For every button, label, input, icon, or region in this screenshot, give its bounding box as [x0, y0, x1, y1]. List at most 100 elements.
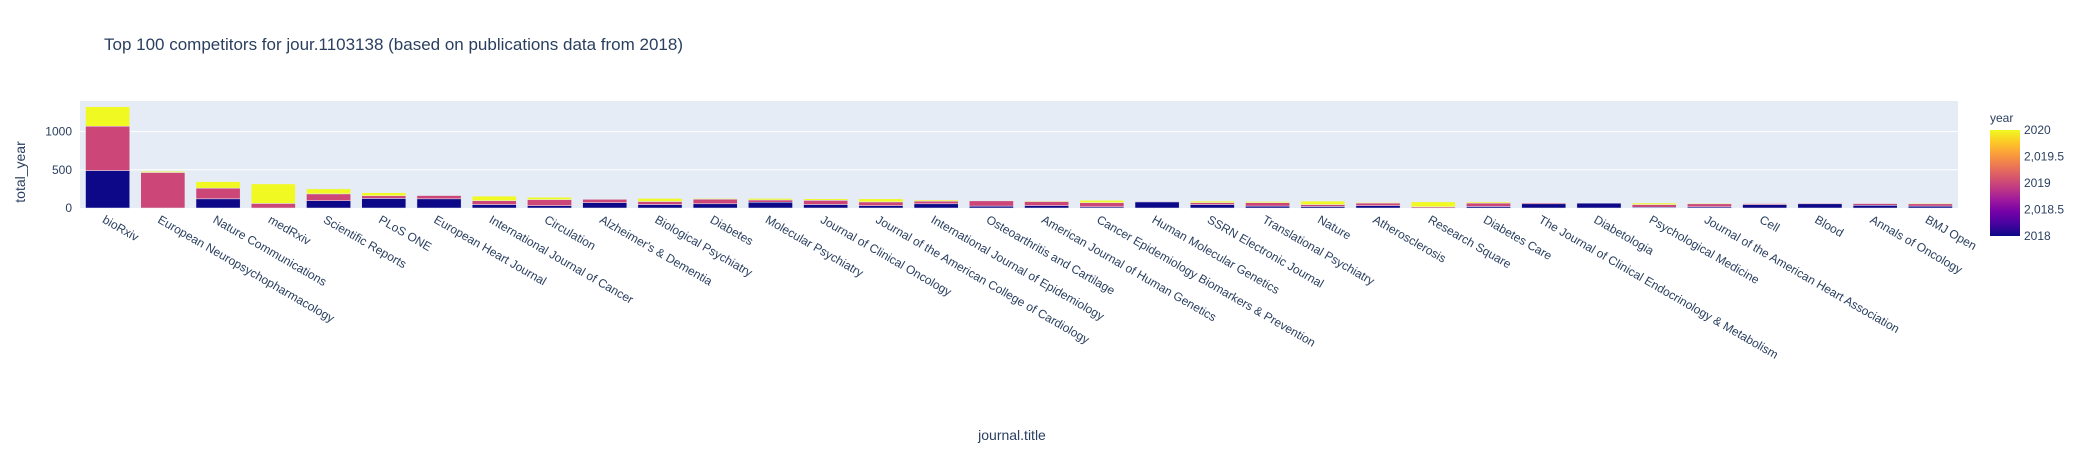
bar-segment[interactable] — [1466, 202, 1511, 207]
bar-segment[interactable] — [1079, 202, 1125, 208]
x-tick-label: Nature — [1315, 212, 1353, 242]
bar-segment[interactable] — [1852, 202, 1898, 204]
bar-segment[interactable] — [1189, 200, 1235, 203]
x-tick-label: medRxiv — [266, 212, 313, 247]
bar-segment[interactable] — [1410, 201, 1456, 208]
bar-segment[interactable] — [306, 193, 351, 201]
bar-segment[interactable] — [361, 192, 407, 197]
bar-segment[interactable] — [582, 198, 628, 200]
bar-segment[interactable] — [637, 198, 683, 202]
bar-segment[interactable] — [1466, 201, 1511, 204]
bar-segment[interactable] — [1908, 205, 1953, 209]
bar-segment[interactable] — [1024, 201, 1069, 206]
bar-segment[interactable] — [1852, 205, 1898, 209]
x-tick-label: bioRxiv — [100, 212, 141, 244]
bar-segment[interactable] — [692, 203, 738, 209]
bar-segment[interactable] — [748, 199, 793, 203]
bar-segment[interactable] — [527, 197, 572, 200]
bar-segment[interactable] — [692, 198, 738, 200]
bar-segment[interactable] — [1576, 202, 1622, 209]
bar-segment[interactable] — [637, 204, 683, 209]
bar-segment[interactable] — [1300, 200, 1346, 205]
bar-segment[interactable] — [361, 198, 407, 209]
bar-segment[interactable] — [195, 187, 241, 200]
bar-segment[interactable] — [1024, 205, 1069, 209]
chart-title: Top 100 competitors for jour.1103138 (ba… — [104, 35, 683, 54]
bar-segment[interactable] — [858, 201, 904, 206]
bar-segment[interactable] — [1079, 200, 1125, 203]
bar-segment[interactable] — [1687, 202, 1732, 205]
bar-segment[interactable] — [1245, 201, 1290, 203]
bar-segment[interactable] — [858, 205, 904, 209]
bar-segment[interactable] — [1024, 200, 1069, 202]
bar-segment[interactable] — [85, 106, 130, 127]
colorbar-tick-label: 2,019.5 — [2024, 150, 2064, 164]
bar-segment[interactable] — [969, 200, 1014, 202]
bar-segment[interactable] — [1355, 205, 1401, 209]
bar-segment[interactable] — [913, 199, 959, 202]
colorbar-gradient — [1990, 130, 2020, 236]
bar-segment[interactable] — [1521, 203, 1567, 209]
bar-segment[interactable] — [85, 170, 130, 209]
bar-segment[interactable] — [1245, 202, 1290, 207]
bar-segment[interactable] — [969, 205, 1014, 209]
bar-segment[interactable] — [637, 201, 683, 205]
bar-segment[interactable] — [803, 204, 849, 209]
bar-segment[interactable] — [1134, 201, 1180, 209]
x-axis-title: journal.title — [977, 427, 1046, 443]
bar-segment[interactable] — [250, 183, 296, 204]
bar-segment[interactable] — [1300, 204, 1346, 207]
bar-segment[interactable] — [1742, 204, 1788, 209]
bar-segment[interactable] — [471, 200, 517, 205]
bar-segment[interactable] — [1134, 200, 1180, 202]
bar-segment[interactable] — [913, 203, 959, 209]
y-tick-label: 0 — [65, 201, 72, 215]
bar-segment[interactable] — [803, 200, 849, 205]
bar-segment[interactable] — [1355, 202, 1401, 206]
bar-segment[interactable] — [1631, 202, 1677, 205]
bar-segment[interactable] — [1189, 202, 1235, 205]
bar-segment[interactable] — [195, 181, 241, 189]
bar-segment[interactable] — [858, 198, 904, 203]
bar-segment[interactable] — [471, 204, 517, 209]
plot-area — [80, 101, 1958, 208]
bar-segment[interactable] — [1355, 202, 1401, 204]
bar-segment[interactable] — [1742, 202, 1788, 204]
bar-segment[interactable] — [969, 200, 1014, 207]
bar-segment[interactable] — [582, 202, 628, 209]
colorbar-title: year — [1990, 111, 2013, 125]
bar-segment[interactable] — [250, 203, 296, 209]
bar-segment[interactable] — [140, 171, 186, 173]
bar-segment[interactable] — [1797, 203, 1843, 209]
bar-segment[interactable] — [692, 198, 738, 205]
bar-segment[interactable] — [1797, 202, 1843, 205]
bar-segment[interactable] — [1521, 202, 1567, 204]
colorbar-tick-label: 2,018.5 — [2024, 203, 2064, 217]
bar-segment[interactable] — [306, 200, 351, 209]
bar-segment[interactable] — [85, 125, 130, 171]
bar-segment[interactable] — [140, 172, 186, 209]
bar-segment[interactable] — [416, 195, 462, 200]
bar-segment[interactable] — [1687, 203, 1732, 208]
bar-segment[interactable] — [1908, 203, 1953, 207]
bar-segment[interactable] — [1576, 202, 1622, 204]
bar-segment[interactable] — [748, 202, 793, 209]
bar-segment[interactable] — [471, 195, 517, 201]
bar-segment[interactable] — [361, 195, 407, 199]
bar-segment[interactable] — [306, 188, 351, 195]
bar-segment[interactable] — [1908, 202, 1953, 205]
bar-segment[interactable] — [748, 198, 793, 201]
bar-segment[interactable] — [913, 200, 959, 205]
bar-segment[interactable] — [527, 205, 572, 209]
bar-segment[interactable] — [582, 198, 628, 203]
bar-segment[interactable] — [195, 198, 241, 209]
bar-segment[interactable] — [1245, 205, 1290, 209]
bar-segment[interactable] — [1189, 204, 1235, 209]
bar-segment[interactable] — [527, 199, 572, 206]
bar-segment[interactable] — [416, 194, 462, 196]
bar-segment[interactable] — [803, 198, 849, 201]
bar-segment[interactable] — [416, 198, 462, 209]
bar-segment[interactable] — [1631, 204, 1677, 208]
